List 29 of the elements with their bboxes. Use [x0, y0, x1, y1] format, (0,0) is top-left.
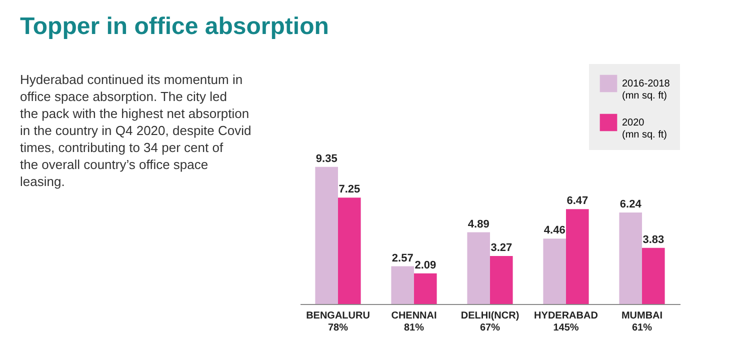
bar [642, 248, 665, 304]
chart-title: Topper in office absorption [20, 13, 329, 40]
data-label: 2.57 [392, 252, 414, 264]
bar [338, 198, 361, 304]
x-tick-label: BENGALURU 78% [306, 310, 370, 334]
data-label: 4.89 [468, 218, 490, 230]
x-tick-label: CHENNAI 81% [391, 310, 437, 334]
bar [467, 232, 490, 304]
data-label: 6.24 [620, 198, 642, 210]
legend-label: 2020 (mn sq. ft) [622, 118, 668, 140]
data-label: 6.47 [566, 195, 588, 208]
data-label: 4.46 [544, 224, 566, 237]
x-tick-label: HYDERABAD 145% [534, 310, 598, 334]
data-label: 9.35 [316, 152, 338, 165]
data-label: 7.25 [338, 184, 360, 196]
bar [414, 273, 437, 304]
bar [566, 209, 589, 304]
bar [391, 266, 414, 304]
text: Hyderabad continued its momentum in office space absorption. The city led the pack with the highest net absorption in the country in Q4 2020, despite Covid times, contributing to 34 per cent of the overall country’s office space leasing. [20, 72, 252, 189]
bar [619, 212, 642, 304]
bar [490, 256, 513, 304]
x-tick-label: MUMBAI 61% [621, 310, 663, 334]
x-tick-label: DELHI(NCR) 67% [460, 310, 520, 334]
data-label: 3.83 [642, 234, 664, 246]
bar [543, 238, 566, 304]
data-label: 3.27 [490, 242, 512, 254]
bar [315, 166, 338, 304]
data-label: 2.09 [414, 259, 436, 272]
legend-label: 2016-2018 (mn sq. ft) [622, 78, 670, 102]
